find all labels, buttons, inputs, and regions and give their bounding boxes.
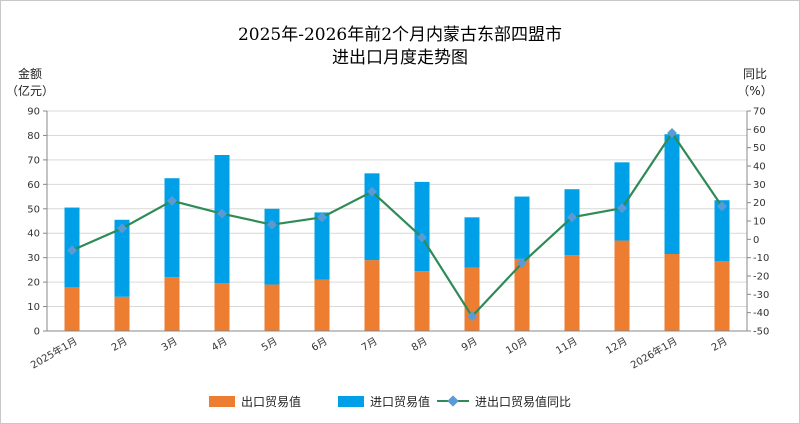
bar-import-5	[314, 212, 330, 280]
left-ticks: 0 10 20 30 40 50 60 70 80 90	[27, 107, 47, 338]
left-tick-label-8: 80	[27, 131, 40, 142]
left-axis-label-line1: 金额	[18, 66, 42, 81]
left-tick-label-5: 50	[27, 204, 40, 215]
legend: 出口贸易值 进口贸易值 进出口贸易值同比	[209, 394, 571, 409]
yoy-point-1	[117, 223, 127, 234]
bar-import-9	[514, 196, 530, 259]
bar-export-3	[214, 283, 230, 331]
bar-export-10	[564, 255, 580, 331]
category-label-8: 9月	[459, 335, 479, 354]
bar-import-8	[464, 217, 480, 268]
legend-swatch-import	[338, 396, 364, 407]
left-tick-label-4: 40	[27, 229, 40, 240]
yoy-point-2	[167, 195, 177, 206]
yoy-line-path	[71, 131, 723, 319]
bar-import-6	[364, 173, 380, 261]
category-label-1: 2月	[109, 335, 129, 354]
yoy-point-12	[667, 128, 677, 138]
legend-label-yoy: 进出口贸易值同比	[475, 394, 571, 409]
left-tick-label-0: 0	[34, 327, 40, 338]
left-tick-label-9: 90	[27, 107, 40, 118]
yoy-point-4	[267, 219, 277, 230]
yoy-point-11	[617, 203, 627, 214]
bar-export-4	[264, 284, 280, 331]
legend-label-import: 进口贸易值	[370, 394, 430, 409]
bar-export-9	[514, 258, 530, 331]
legend-label-export: 出口贸易值	[241, 394, 301, 409]
yoy-point-3	[217, 208, 227, 219]
yoy-point-7	[417, 232, 427, 243]
right-tick-label-2: -30	[753, 290, 769, 301]
right-tick-label-6: 10	[753, 217, 766, 228]
bar-export-1	[114, 296, 130, 331]
bar-export-6	[364, 260, 380, 331]
category-label-10: 11月	[554, 335, 580, 357]
right-axis-label-line1: 同比	[743, 67, 767, 81]
bar-import-7	[414, 181, 430, 272]
right-tick-label-8: 30	[753, 180, 766, 191]
right-tick-label-0: -50	[753, 327, 769, 338]
bar-export-12	[664, 254, 680, 331]
yoy-point-5	[317, 212, 327, 223]
category-label-2: 3月	[159, 335, 179, 354]
left-tick-label-2: 20	[27, 278, 40, 289]
bar-export-13	[714, 261, 730, 331]
right-tick-label-12: 70	[753, 107, 766, 118]
category-labels: 2025年1月 2月 3月 4月 5月 6月 7月 8月 9月 10月 11月 12月 2026年1月 2…	[28, 334, 729, 371]
left-tick-label-7: 70	[27, 155, 40, 166]
right-tick-label-11: 60	[753, 125, 766, 136]
bar-export-8	[464, 267, 480, 331]
bars	[64, 134, 730, 331]
bar-import-2	[164, 178, 180, 278]
yoy-point-9	[517, 258, 527, 269]
yoy-line	[67, 128, 727, 322]
chart-title-line1: 2025年-2026年前2个月内蒙古东部四盟市	[238, 25, 562, 45]
category-label-9: 10月	[504, 335, 530, 357]
yoy-point-13	[717, 201, 727, 212]
legend-marker-yoy	[447, 395, 459, 407]
category-label-5: 6月	[309, 335, 329, 354]
right-tick-label-9: 40	[753, 162, 766, 173]
bar-import-12	[664, 134, 680, 254]
right-tick-label-5: 0	[753, 235, 759, 246]
right-tick-label-4: -10	[753, 253, 769, 264]
bar-import-4	[264, 208, 280, 285]
category-label-12: 2026年1月	[628, 334, 679, 371]
yoy-point-0	[67, 245, 77, 256]
category-label-3: 4月	[209, 335, 229, 354]
yoy-point-6	[367, 186, 377, 197]
bar-export-7	[414, 271, 430, 331]
bar-export-0	[64, 287, 80, 331]
yoy-point-8	[467, 311, 477, 322]
left-tick-label-6: 60	[27, 180, 40, 191]
gridlines	[47, 110, 747, 332]
category-label-4: 5月	[259, 335, 279, 354]
right-tick-label-10: 50	[753, 143, 766, 154]
bar-import-11	[614, 162, 630, 241]
category-label-0: 2025年1月	[28, 334, 79, 371]
bar-import-3	[214, 155, 230, 284]
yoy-point-10	[567, 212, 577, 223]
bar-import-1	[114, 219, 130, 297]
right-tick-label-1: -40	[753, 308, 769, 319]
right-axis-label-line2: （%）	[737, 84, 772, 98]
bar-import-13	[714, 200, 730, 262]
bar-export-2	[164, 277, 180, 331]
category-label-7: 8月	[409, 335, 429, 354]
bar-export-5	[314, 279, 330, 331]
axes	[46, 111, 748, 332]
category-label-13: 2月	[709, 335, 729, 354]
chart-title-line2: 进出口月度走势图	[332, 48, 468, 68]
bar-export-11	[614, 240, 630, 331]
right-tick-label-7: 20	[753, 198, 766, 209]
category-label-6: 7月	[359, 335, 379, 354]
legend-swatch-export	[209, 396, 235, 407]
left-axis-label-line2: （亿元）	[6, 83, 54, 98]
left-tick-label-3: 30	[27, 253, 40, 264]
right-ticks: -50 -40 -30 -20 -10 0 10 20 30 40 50 60 70	[747, 107, 769, 338]
left-tick-label-1: 10	[27, 302, 40, 313]
right-tick-label-3: -20	[753, 272, 769, 283]
category-label-11: 12月	[604, 335, 630, 357]
